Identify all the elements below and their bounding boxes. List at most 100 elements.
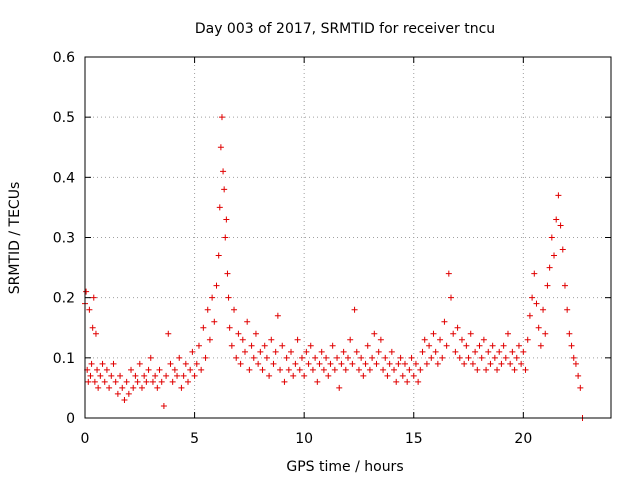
data-point [504, 330, 511, 337]
data-point [195, 342, 202, 349]
data-point [141, 372, 148, 379]
data-point [270, 360, 277, 367]
data-point [252, 330, 259, 337]
y-tick-label: 0.6 [53, 50, 75, 66]
x-tick-label: 15 [405, 431, 423, 447]
data-point [507, 360, 514, 367]
data-point [369, 354, 376, 361]
data-point [171, 366, 178, 373]
data-point [373, 360, 380, 367]
data-point [228, 342, 235, 349]
data-point [518, 360, 525, 367]
data-point [419, 348, 426, 355]
x-tick-label: 5 [190, 431, 199, 447]
data-point [143, 378, 150, 385]
data-point [248, 342, 255, 349]
data-point [290, 372, 297, 379]
data-point [423, 360, 430, 367]
data-point [250, 354, 257, 361]
data-point [384, 372, 391, 379]
data-point [216, 204, 223, 211]
x-tick-label: 10 [295, 431, 313, 447]
axis-ticks [84, 56, 611, 419]
data-point [386, 360, 393, 367]
data-point [185, 378, 192, 385]
data-point [338, 360, 345, 367]
data-point [472, 348, 479, 355]
data-point [441, 318, 448, 325]
y-axis-label: SRMTID / TECUs [7, 182, 23, 295]
data-point [83, 288, 90, 295]
data-point [463, 342, 470, 349]
data-point [180, 372, 187, 379]
data-point [401, 360, 408, 367]
data-point [121, 396, 128, 403]
data-point [380, 366, 387, 373]
data-point [246, 366, 253, 373]
data-point [561, 282, 568, 289]
data-point [191, 372, 198, 379]
data-point [193, 360, 200, 367]
data-point [156, 366, 163, 373]
data-point [90, 294, 97, 301]
data-point [158, 378, 165, 385]
data-point [301, 372, 308, 379]
data-point [524, 336, 531, 343]
data-point [421, 336, 428, 343]
data-point [176, 354, 183, 361]
data-point [360, 372, 367, 379]
data-point [200, 324, 207, 331]
data-point [94, 366, 101, 373]
data-point [318, 348, 325, 355]
data-point [353, 348, 360, 355]
data-point [91, 378, 98, 385]
data-point [134, 378, 141, 385]
data-point [268, 336, 275, 343]
y-tick-label: 0.4 [53, 170, 75, 186]
data-point [351, 306, 358, 313]
data-point [478, 354, 485, 361]
data-point [174, 372, 181, 379]
data-point [226, 324, 233, 331]
data-point [316, 360, 323, 367]
data-point [88, 360, 95, 367]
data-point [114, 390, 121, 397]
data-points [82, 114, 586, 421]
data-point [266, 372, 273, 379]
data-point [434, 360, 441, 367]
data-point [428, 354, 435, 361]
data-point [476, 342, 483, 349]
data-point [108, 372, 115, 379]
data-point [292, 360, 299, 367]
data-point [138, 384, 145, 391]
data-point [513, 354, 520, 361]
data-point [163, 372, 170, 379]
data-point [362, 360, 369, 367]
data-point [415, 378, 422, 385]
data-point [456, 354, 463, 361]
plot-frame [84, 56, 612, 419]
data-point [511, 366, 518, 373]
chart-title: Day 003 of 2017, SRMTID for receiver tnc… [195, 21, 495, 37]
data-point [375, 348, 382, 355]
data-point [544, 282, 551, 289]
data-point [92, 330, 99, 337]
data-point [480, 336, 487, 343]
data-point [149, 378, 156, 385]
data-point [542, 330, 549, 337]
data-point [123, 378, 130, 385]
data-point [349, 360, 356, 367]
data-point [331, 366, 338, 373]
data-point [320, 366, 327, 373]
data-point [222, 234, 229, 241]
data-point [345, 354, 351, 361]
data-point [535, 324, 542, 331]
data-point [202, 354, 209, 361]
data-point [303, 348, 310, 355]
data-point [474, 366, 481, 373]
data-point [450, 330, 457, 337]
x-axis-label: GPS time / hours [286, 459, 403, 475]
x-tick-label: 20 [514, 431, 532, 447]
data-point [498, 360, 505, 367]
data-point [257, 348, 264, 355]
